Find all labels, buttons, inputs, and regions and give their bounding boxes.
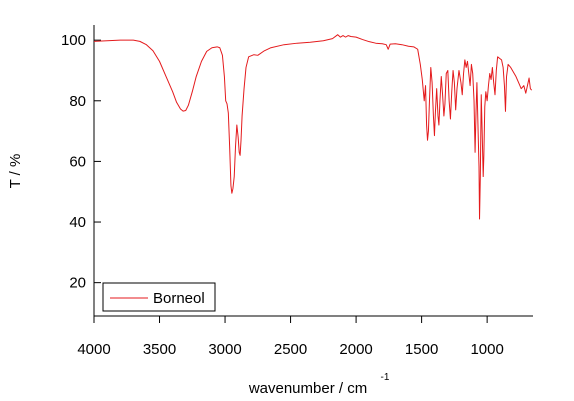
- plot-area: 20 40 60 80 100 4000 3500 3000 2500 2000 1500 1000: [61, 25, 533, 358]
- x-axis-label-superscript: -1: [381, 372, 390, 383]
- x-tick-label: 1500: [405, 341, 438, 358]
- y-axis-label: T / %: [7, 154, 24, 189]
- x-tick-label: 2000: [339, 341, 372, 358]
- x-axis-label: wavenumber / cm: [248, 380, 367, 397]
- y-tick-label: 100: [61, 32, 86, 49]
- legend: Borneol: [102, 282, 216, 312]
- x-tick-label: 1000: [470, 341, 503, 358]
- y-tick-label: 40: [69, 214, 86, 231]
- legend-label: Borneol: [153, 290, 205, 307]
- y-ticks: 20 40 60 80 100: [61, 32, 101, 292]
- series-layer: [93, 34, 533, 220]
- x-axis-label-text: wavenumber / cm: [248, 380, 367, 397]
- x-ticks: 4000 3500 3000 2500 2000 1500 1000: [77, 316, 504, 358]
- x-tick-label: 3000: [208, 341, 241, 358]
- x-tick-label: 3500: [143, 341, 176, 358]
- x-tick-label: 4000: [77, 341, 110, 358]
- series-line-borneol: [93, 34, 533, 220]
- legend-box: [102, 282, 216, 312]
- x-tick-label: 2500: [274, 341, 307, 358]
- y-tick-label: 60: [69, 153, 86, 170]
- y-tick-label: 20: [69, 275, 86, 292]
- y-tick-label: 80: [69, 93, 86, 110]
